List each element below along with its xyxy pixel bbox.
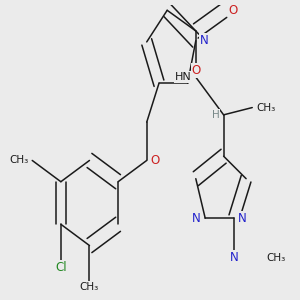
Text: CH₃: CH₃	[267, 253, 286, 263]
Text: Cl: Cl	[55, 261, 67, 274]
Text: N: N	[192, 212, 201, 225]
Text: O: O	[192, 64, 201, 77]
Text: CH₃: CH₃	[256, 103, 276, 112]
Text: N: N	[200, 34, 208, 47]
Text: N: N	[230, 251, 238, 264]
Text: O: O	[229, 4, 238, 17]
Text: HN: HN	[175, 72, 192, 82]
Text: O: O	[150, 154, 160, 166]
Text: N: N	[238, 212, 247, 225]
Text: H: H	[212, 110, 220, 120]
Text: CH₃: CH₃	[80, 282, 99, 292]
Text: CH₃: CH₃	[9, 155, 28, 165]
